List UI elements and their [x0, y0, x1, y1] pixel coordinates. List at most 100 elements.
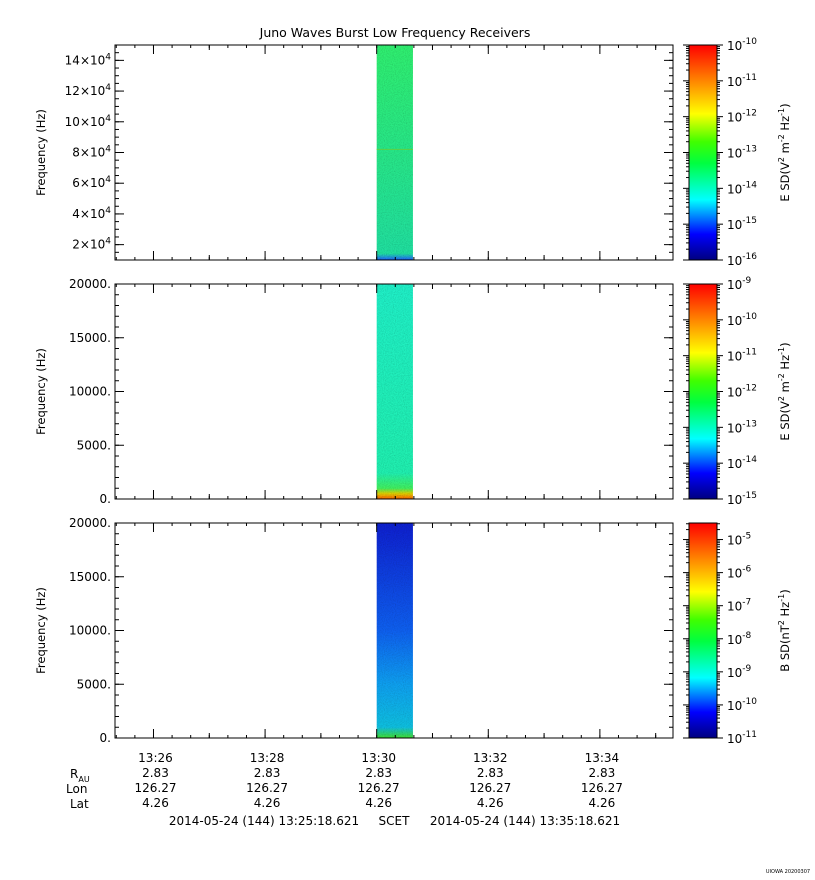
colorbar-label-part: E SD(V	[778, 162, 792, 202]
colorbar-tick-label: 10-13	[727, 145, 757, 161]
colorbar-tick-base: 10	[727, 39, 742, 53]
colorbar-tick-label: 10-14	[727, 180, 757, 196]
ephem-lat-value: 4.26	[477, 796, 504, 810]
colorbar-tick-exponent: -14	[742, 455, 757, 465]
chart-title: Juno Waves Burst Low Frequency Receivers	[259, 25, 531, 40]
y-tick-exponent: 4	[105, 83, 111, 93]
y-tick-label: 15000.	[69, 570, 111, 584]
y-tick-label: 10×104	[65, 114, 112, 129]
ephem-r-value: 2.83	[477, 766, 504, 780]
colorbar-label-part: E SD(V	[778, 401, 792, 441]
colorbar-tick-exponent: -10	[742, 37, 757, 47]
colorbar-tick-base: 10	[727, 182, 742, 196]
colorbar-label-sup: -1	[777, 108, 786, 116]
colorbar-label-sup: -2	[777, 373, 786, 381]
y-tick-mantissa: 10×10	[65, 115, 106, 129]
colorbar-tick-exponent: -15	[742, 491, 757, 501]
y-tick-label: 4×104	[72, 206, 111, 221]
ephem-lon-value: 126.27	[469, 781, 511, 795]
colorbar-tick-label: 10-6	[727, 565, 752, 581]
y-tick-mantissa: 14×10	[65, 53, 106, 67]
colorbar-label: B SD(nT2 Hz-1)	[777, 589, 792, 671]
colorbar-tick-base: 10	[727, 567, 742, 581]
colorbar-tick-label: 10-12	[727, 109, 757, 125]
colorbar-tick-base: 10	[727, 111, 742, 125]
y-tick-label: 8×104	[72, 145, 111, 160]
ephem-lat-value: 4.26	[142, 796, 169, 810]
x-tick-label: 13:30	[361, 751, 396, 765]
colorbar-label-part: m	[778, 381, 792, 396]
colorbar-tick-base: 10	[727, 75, 742, 89]
ephem-lon-value: 126.27	[134, 781, 176, 795]
x-tick-label: 13:28	[250, 751, 285, 765]
colorbar-label-part: Hz	[778, 355, 792, 373]
colorbar-tick-exponent: -11	[742, 730, 757, 740]
ephem-label-r: RAU	[70, 767, 90, 784]
y-tick-label: 10000.	[69, 385, 111, 399]
y-tick-label: 5000.	[77, 677, 111, 691]
colorbar-gradient	[689, 284, 717, 499]
ephem-label-lon: Lon	[66, 782, 87, 796]
colorbar-tick-base: 10	[727, 457, 742, 471]
y-tick-mantissa: 6×10	[72, 176, 105, 190]
colorbar-label-part: Hz	[778, 116, 792, 134]
x-tick-label: 13:34	[585, 751, 620, 765]
colorbar-tick-label: 10-10	[727, 697, 757, 713]
colorbar-tick-label: 10-9	[727, 276, 752, 292]
colorbar-tick-exponent: -14	[742, 180, 757, 190]
colorbar-tick-exponent: -10	[742, 312, 757, 322]
colorbar-tick-exponent: -10	[742, 697, 757, 707]
ephem-lon-value: 126.27	[581, 781, 623, 795]
footer-start-time: 2014-05-24 (144) 13:25:18.621	[169, 814, 359, 828]
colorbar-label-part: Hz	[778, 602, 792, 620]
y-tick-label: 0.	[100, 731, 111, 745]
spectrogram-data-band	[376, 523, 413, 738]
colorbar-tick-label: 10-10	[727, 312, 757, 328]
y-tick-label: 2×104	[72, 237, 111, 252]
y-tick-label: 15000.	[69, 331, 111, 345]
colorbar-label: E SD(V2 m-2 Hz-1)	[777, 342, 792, 440]
spectrogram-panel-1: 2×1044×1046×1048×10410×10412×10414×104Fr…	[34, 37, 792, 268]
ephem-r-value: 2.83	[142, 766, 169, 780]
colorbar-tick-base: 10	[727, 350, 742, 364]
y-tick-label: 5000.	[77, 438, 111, 452]
colorbar-tick-label: 10-11	[727, 73, 757, 89]
y-tick-mantissa: 8×10	[72, 146, 105, 160]
ephem-lon-value: 126.27	[246, 781, 288, 795]
colorbar-tick-exponent: -7	[742, 598, 751, 608]
ephem-lat-value: 4.26	[254, 796, 281, 810]
colorbar-label-sup: 2	[777, 396, 786, 401]
colorbar-tick-label: 10-7	[727, 598, 751, 614]
spectrogram-data-band	[376, 45, 413, 260]
colorbar-tick-label: 10-15	[727, 216, 757, 232]
y-tick-exponent: 4	[105, 145, 111, 155]
colorbar-tick-base: 10	[727, 421, 742, 435]
colorbar-tick-label: 10-13	[727, 419, 757, 435]
colorbar-tick-exponent: -8	[742, 631, 751, 641]
colorbar-label-part: )	[778, 589, 792, 594]
colorbar-label-sup: 2	[777, 157, 786, 162]
colorbar-tick-base: 10	[727, 147, 742, 161]
y-tick-mantissa: 2×10	[72, 238, 105, 252]
colorbar-label: E SD(V2 m-2 Hz-1)	[777, 103, 792, 201]
y-tick-label: 20000.	[69, 277, 111, 291]
colorbar-tick-base: 10	[727, 732, 742, 746]
y-tick-label: 20000.	[69, 516, 111, 530]
footer-end-time: 2014-05-24 (144) 13:35:18.621	[430, 814, 620, 828]
colorbar-tick-exponent: -15	[742, 216, 757, 226]
colorbar-tick-base: 10	[727, 278, 742, 292]
colorbar-tick-label: 10-10	[727, 37, 757, 53]
y-tick-label: 14×104	[65, 52, 112, 67]
colorbar-tick-label: 10-14	[727, 455, 757, 471]
colorbar-label-part: B SD(nT	[778, 624, 792, 671]
ephem-r-value: 2.83	[589, 766, 616, 780]
colorbar-tick-exponent: -6	[742, 565, 751, 575]
colorbar-tick-label: 10-15	[727, 491, 757, 507]
ephemeris-labels: RAU Lon Lat	[66, 767, 90, 811]
